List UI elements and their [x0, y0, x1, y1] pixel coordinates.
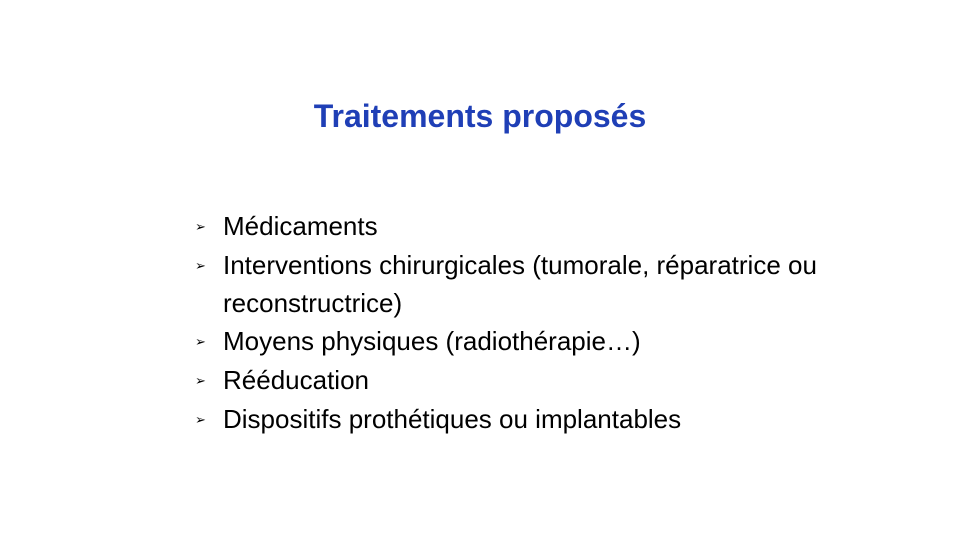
list-item: ➢ Interventions chirurgicales (tumorale,… — [195, 246, 900, 322]
slide-title: Traitements proposés — [0, 98, 960, 135]
list-item: ➢ Médicaments — [195, 207, 900, 246]
list-item: ➢ Rééducation — [195, 361, 900, 400]
list-item: ➢ Dispositifs prothétiques ou implantabl… — [195, 400, 900, 439]
chevron-right-icon: ➢ — [195, 361, 223, 400]
chevron-right-icon: ➢ — [195, 246, 223, 285]
bullet-list: ➢ Médicaments ➢ Interventions chirurgica… — [195, 207, 900, 439]
list-item-text: Moyens physiques (radiothérapie…) — [223, 322, 900, 360]
list-item-text: Dispositifs prothétiques ou implantables — [223, 400, 900, 438]
chevron-right-icon: ➢ — [195, 207, 223, 246]
chevron-right-icon: ➢ — [195, 322, 223, 361]
list-item-text: Interventions chirurgicales (tumorale, r… — [223, 246, 900, 322]
list-item-text: Médicaments — [223, 207, 900, 245]
list-item: ➢ Moyens physiques (radiothérapie…) — [195, 322, 900, 361]
chevron-right-icon: ➢ — [195, 400, 223, 439]
slide: Traitements proposés ➢ Médicaments ➢ Int… — [0, 0, 960, 540]
list-item-text: Rééducation — [223, 361, 900, 399]
